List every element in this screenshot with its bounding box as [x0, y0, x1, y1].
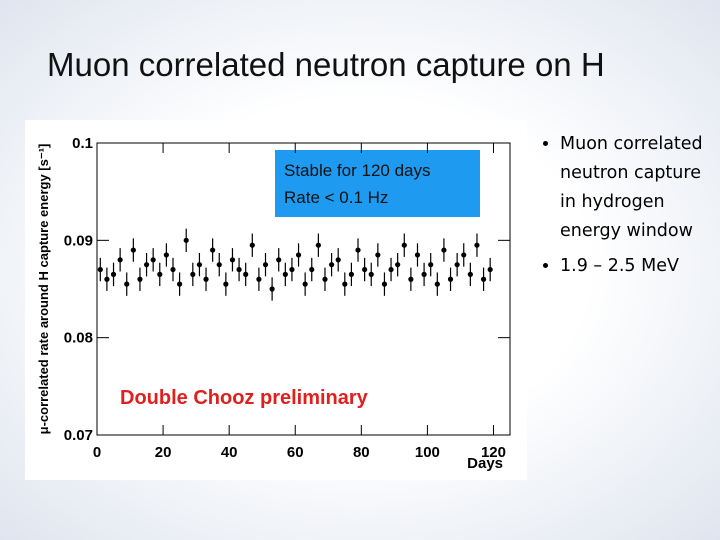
- plot-frame: [96, 142, 511, 436]
- data-point: [183, 237, 189, 243]
- y-tick-label: 0.1: [72, 135, 93, 152]
- y-tick-label: 0.08: [64, 330, 93, 347]
- data-point: [454, 262, 460, 268]
- data-point: [124, 281, 130, 287]
- data-point: [216, 262, 222, 268]
- x-tick-label: 0: [93, 444, 101, 461]
- bullet: Muon correlated neutron capture in hydro…: [560, 130, 720, 246]
- data-point: [223, 281, 229, 287]
- data-point: [309, 266, 315, 273]
- data-point: [289, 266, 295, 273]
- data-point: [375, 252, 381, 258]
- y-tick-label: 0.09: [64, 232, 93, 249]
- data-point: [190, 271, 196, 277]
- data-point: [236, 266, 242, 273]
- data-point: [315, 242, 321, 248]
- data-point: [348, 271, 355, 277]
- data-point: [243, 271, 249, 277]
- data-point: [117, 257, 123, 263]
- data-point: [447, 276, 454, 282]
- y-axis-label: μ-correlated rate around H capture energ…: [36, 144, 51, 435]
- data-point: [355, 247, 361, 253]
- slide-title: Muon correlated neutron capture on H: [47, 46, 605, 83]
- data-point: [428, 262, 434, 268]
- data-point: [196, 262, 203, 268]
- x-tick-label: 60: [287, 444, 304, 461]
- data-point: [395, 262, 401, 268]
- bullet-list: Muon correlated neutron capture in hydro…: [530, 130, 720, 287]
- data-point: [137, 276, 143, 282]
- data-point: [110, 271, 117, 277]
- data-point: [256, 276, 262, 282]
- data-point: [467, 271, 473, 277]
- data-point: [249, 242, 255, 248]
- data-point: [210, 247, 216, 253]
- y-tick-label: 0.07: [64, 427, 93, 444]
- data-point: [421, 271, 427, 277]
- bullet: 1.9 – 2.5 MeV: [560, 252, 720, 281]
- x-tick-label: 80: [353, 444, 370, 461]
- data-point: [203, 276, 209, 282]
- data-point: [342, 281, 348, 287]
- data-point: [381, 281, 388, 287]
- data-point: [328, 262, 335, 268]
- x-tick-label: 120: [481, 444, 506, 461]
- x-tick-label: 20: [155, 444, 172, 461]
- annotation: Rate < 0.1 Hz: [284, 188, 388, 207]
- data-point: [408, 276, 414, 282]
- x-tick-label: 100: [415, 444, 440, 461]
- data-point: [487, 266, 493, 273]
- data-point: [150, 257, 156, 263]
- data-point: [368, 271, 374, 277]
- data-point: [441, 247, 447, 253]
- data-point: [276, 257, 282, 263]
- data-point: [229, 257, 236, 263]
- annotation: Stable for 120 days: [284, 161, 430, 180]
- data-point: [282, 271, 288, 277]
- x-axis-label: Days: [467, 455, 503, 472]
- annotation: Double Chooz preliminary: [120, 387, 369, 409]
- data-point: [388, 266, 394, 273]
- data-point: [474, 242, 480, 248]
- data-point: [157, 271, 163, 277]
- data-point: [480, 276, 487, 282]
- data-point: [104, 276, 110, 282]
- data-point: [262, 262, 269, 268]
- data-point: [269, 286, 275, 292]
- data-point: [97, 266, 103, 273]
- annotation-box: [275, 150, 480, 217]
- data-point: [163, 252, 169, 258]
- data-point: [414, 252, 421, 258]
- data-point: [461, 252, 467, 258]
- data-point: [130, 247, 136, 253]
- data-point: [170, 266, 176, 273]
- x-tick-label: 40: [221, 444, 238, 461]
- data-point: [434, 281, 440, 287]
- data-point: [335, 257, 341, 263]
- data-point: [322, 276, 328, 282]
- data-point: [177, 281, 183, 287]
- data-point: [401, 242, 407, 248]
- data-point: [143, 262, 150, 268]
- data-point: [362, 266, 368, 273]
- data-point: [302, 281, 308, 287]
- data-point: [295, 252, 302, 258]
- chart: Stable for 120 days Rate < 0.1 Hz Double…: [36, 135, 511, 472]
